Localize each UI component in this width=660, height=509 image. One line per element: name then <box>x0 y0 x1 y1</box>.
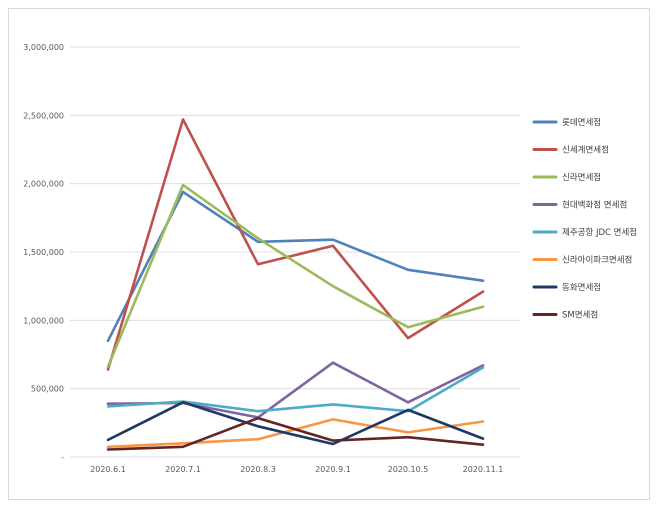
legend-label: 신라아이파크면세점 <box>562 255 632 266</box>
legend-item: 신라면세점 <box>532 172 601 183</box>
x-tick-label: 2020.11.1 <box>463 465 504 474</box>
series-line-6 <box>106 400 485 446</box>
legend-label: 제주공항 JDC 면세점 <box>562 227 637 238</box>
x-tick-label: 2020.8.3 <box>240 465 276 474</box>
y-tick-label: 2,000,000 <box>23 180 64 189</box>
series-lines <box>106 118 485 451</box>
y-tick-label: 1,500,000 <box>23 248 64 257</box>
legend-item: 현대백화점 면세점 <box>532 200 627 211</box>
y-axis-ticks: - 500,000 1,000,000 1,500,000 2,000,000 2,500… <box>23 43 64 462</box>
legend-label: 신세계면세점 <box>562 145 609 156</box>
y-tick-label: 500,000 <box>31 385 64 394</box>
series-line-0 <box>106 190 485 343</box>
legend-label: 현대백화점 면세점 <box>562 200 627 211</box>
legend-item: 동화면세점 <box>532 282 601 293</box>
legend-item: 신라아이파크면세점 <box>532 255 632 266</box>
legend-item: SM면세점 <box>532 310 598 321</box>
series-line-1 <box>106 118 485 371</box>
x-tick-label: 2020.7.1 <box>165 465 201 474</box>
x-tick-label: 2020.10.5 <box>388 465 429 474</box>
y-tick-label: 3,000,000 <box>23 43 64 52</box>
legend-label: 동화면세점 <box>562 282 601 293</box>
y-tick-label: 1,000,000 <box>23 316 64 325</box>
chart-frame <box>8 8 650 500</box>
x-tick-label: 2020.6.1 <box>90 465 126 474</box>
x-axis-ticks: 2020.6.1 2020.7.1 2020.8.3 2020.9.1 2020.10.… <box>90 465 503 474</box>
legend-item: 제주공항 JDC 면세점 <box>532 227 637 238</box>
y-tick-label: 2,500,000 <box>23 111 64 120</box>
gridlines <box>70 46 520 458</box>
series-line-4 <box>106 366 485 413</box>
series-line-7 <box>106 416 485 451</box>
x-tick-label: 2020.9.1 <box>315 465 351 474</box>
legend-item: 신세계면세점 <box>532 145 609 156</box>
y-tick-label: - <box>61 453 64 462</box>
legend-item: 롯데면세점 <box>532 117 601 128</box>
series-line-2 <box>106 183 485 369</box>
legend-label: SM면세점 <box>562 310 598 321</box>
series-line-3 <box>106 361 485 419</box>
series-line-5 <box>106 418 485 449</box>
legend-label: 신라면세점 <box>562 172 601 183</box>
legend-label: 롯데면세점 <box>562 117 601 128</box>
